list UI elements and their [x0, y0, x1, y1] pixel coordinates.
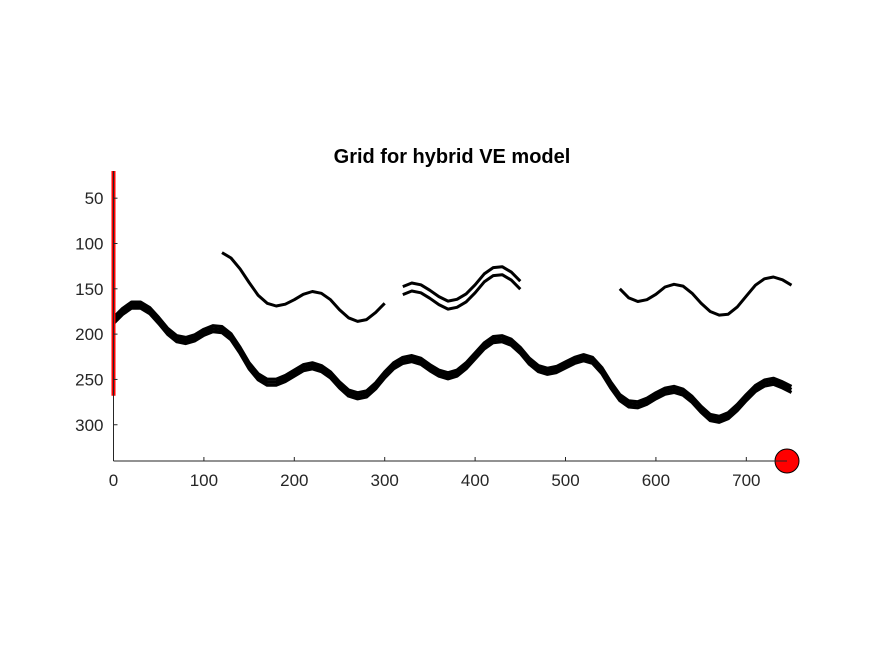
x-tick-label: 500 [551, 471, 579, 490]
axes: 0 100 200 300 400 500 600 700 50 100 150 200 250 300 [75, 171, 787, 490]
x-tick-label: 700 [732, 471, 760, 490]
y-ticks: 50 100 150 200 250 300 [75, 189, 118, 435]
chart-title: Grid for hybrid VE model [334, 146, 571, 168]
x-tick-label: 600 [642, 471, 670, 490]
x-tick-label: 200 [280, 471, 308, 490]
x-tick-label: 0 [109, 471, 118, 490]
series-line-2-1 [402, 273, 522, 311]
x-tick-label: 100 [190, 471, 218, 490]
y-tick-label: 200 [75, 325, 103, 344]
plot-area: 0 100 200 300 400 500 600 700 50 100 150 200 250 300 [75, 171, 800, 490]
y-tick-label: 300 [75, 416, 103, 435]
series-line-0-2 [112, 306, 793, 424]
series-line-1-0 [221, 251, 386, 323]
series-layer [112, 251, 793, 424]
x-tick-label: 300 [371, 471, 399, 490]
x-ticks: 0 100 200 300 400 500 600 700 [109, 457, 761, 490]
series-line-3-0 [618, 275, 793, 317]
series-line-0-0 [112, 300, 793, 418]
series-line-2-0 [402, 265, 522, 303]
marker-layer [111, 171, 800, 474]
y-tick-label: 150 [75, 280, 103, 299]
y-tick-label: 50 [85, 189, 104, 208]
series-line-0-1 [112, 303, 793, 421]
y-tick-label: 100 [75, 235, 103, 254]
x-tick-label: 400 [461, 471, 489, 490]
y-tick-label: 250 [75, 370, 103, 389]
